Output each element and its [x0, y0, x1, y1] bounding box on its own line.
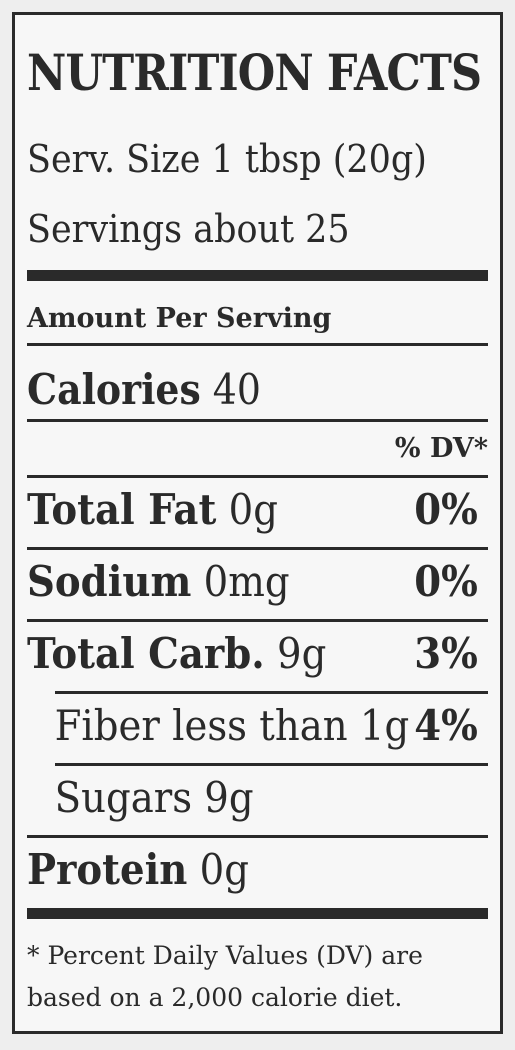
nutrient-label: Total Fat	[27, 485, 217, 534]
divider-thick	[27, 270, 488, 281]
nutrient-amount: 0mg	[203, 557, 290, 606]
calories-label: Calories	[27, 365, 201, 414]
amount-per-serving: Amount Per Serving	[27, 303, 332, 334]
nutrient-row-sodium: Sodium 0mg 0%	[27, 557, 478, 606]
nutrient-row-protein: Protein 0g	[27, 845, 478, 894]
divider	[27, 419, 488, 422]
nutrient-dv: 0%	[414, 557, 478, 606]
nutrient-amount: 0g	[199, 845, 250, 894]
nutrient-amount: 9g	[277, 629, 327, 678]
footnote-line-1: * Percent Daily Values (DV) are	[27, 941, 423, 970]
nutrient-label: Total Carb.	[27, 629, 265, 678]
dv-header: % DV*	[394, 433, 488, 464]
nutrient-row-total-fat: Total Fat 0g 0%	[27, 485, 478, 534]
servings-per-container: Servings about 25	[27, 207, 350, 251]
nutrient-dv: 0%	[414, 485, 478, 534]
nutrient-row-fiber: Fiber less than 1g 4%	[27, 701, 478, 750]
serving-size: Serv. Size 1 tbsp (20g)	[27, 137, 427, 181]
divider	[55, 763, 488, 766]
divider	[27, 835, 488, 838]
divider	[27, 547, 488, 550]
nutrient-label: Sodium	[27, 557, 192, 606]
nutrient-amount: 0g	[228, 485, 278, 534]
divider	[27, 619, 488, 622]
footnote-line-2: based on a 2,000 calorie diet.	[27, 983, 403, 1012]
divider	[27, 475, 488, 478]
nutrient-row-sugars: Sugars 9g	[27, 773, 478, 822]
divider-thick	[27, 908, 488, 919]
label-title: NUTRITION FACTS	[27, 43, 482, 102]
nutrient-dv: 4%	[414, 701, 478, 750]
calories-value: 40	[212, 365, 261, 414]
nutrition-facts-label: NUTRITION FACTS Serv. Size 1 tbsp (20g) …	[12, 12, 503, 1034]
nutrient-row-total-carb: Total Carb. 9g 3%	[27, 629, 478, 678]
nutrient-label: Fiber less than 1g	[54, 701, 410, 750]
divider	[27, 343, 488, 346]
nutrient-label: Protein	[27, 845, 188, 894]
divider	[55, 691, 488, 694]
calories-row: Calories 40	[27, 365, 442, 414]
nutrient-dv: 3%	[414, 629, 478, 678]
nutrient-label: Sugars 9g	[54, 773, 254, 822]
